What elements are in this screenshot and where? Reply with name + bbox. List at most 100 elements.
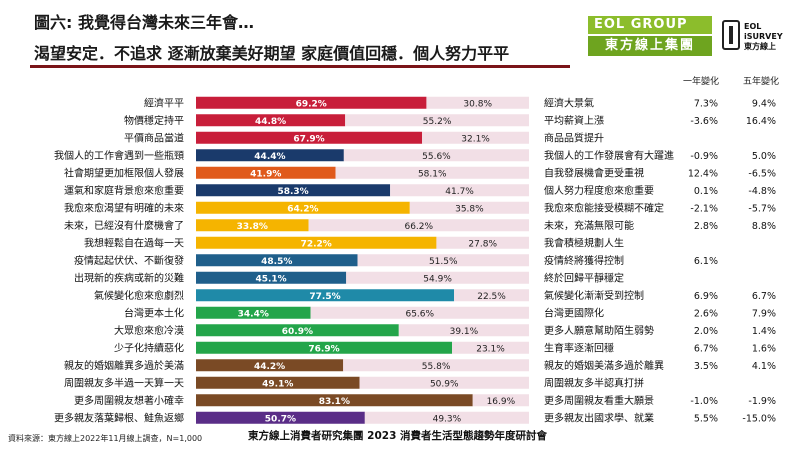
change-1yr-value: 7.3%	[694, 98, 718, 109]
eol-logo-bottom: 東方線上集團	[588, 36, 712, 56]
bar-left-value: 44.4%	[254, 152, 285, 162]
bar-right-segment	[310, 306, 529, 319]
row-right-label: 商品品質提升	[544, 131, 604, 144]
row-left-label: 少子化持續惡化	[114, 341, 184, 354]
header-1yr-change: 一年變化	[683, 77, 720, 87]
change-5yr-value: -4.8%	[748, 186, 776, 197]
bar-left-segment	[196, 131, 423, 144]
change-1yr-value: 2.0%	[694, 326, 718, 337]
bar-right-segment	[454, 289, 529, 302]
change-1yr-value: 5.5%	[694, 413, 718, 424]
change-1yr-value: 6.1%	[694, 256, 718, 267]
header-5yr-change: 五年變化	[743, 77, 780, 87]
page-title: 圖六: 我覺得台灣未來三年會…	[34, 13, 254, 32]
change-5yr-value: -5.7%	[748, 203, 776, 214]
bar-left-segment	[196, 376, 360, 389]
bar-right-value: 35.8%	[455, 204, 484, 214]
bar-right-value: 66.2%	[404, 222, 433, 232]
row-left-label: 疫情起起伏伏、不斷復發	[74, 254, 184, 267]
bar-left-segment	[196, 359, 344, 372]
row-right-label: 我個人的工作發展會有大躍進	[544, 149, 674, 162]
bar-right-value: 55.8%	[422, 362, 451, 372]
change-1yr-value: 6.7%	[694, 343, 718, 354]
change-1yr-value: 0.1%	[694, 186, 718, 197]
row-left-label: 周圍親友多半過一天算一天	[64, 376, 184, 389]
bar-left-segment	[196, 341, 453, 354]
bar-right-value: 41.7%	[445, 187, 474, 197]
bar-right-value: 55.6%	[422, 152, 451, 162]
survey-mark-icon	[722, 20, 740, 50]
bar-left-value: 50.7%	[265, 414, 296, 424]
change-5yr-value: 8.8%	[752, 221, 776, 232]
change-1yr-value: 6.9%	[694, 291, 718, 302]
bar-right-value: 58.1%	[418, 169, 447, 179]
bar-right-segment	[335, 166, 529, 179]
survey-logo-line3: 東方線上	[744, 42, 776, 51]
change-5yr-value: -15.0%	[742, 413, 776, 424]
bar-right-segment	[426, 96, 529, 109]
change-5yr-value: 1.6%	[752, 343, 776, 354]
change-5yr-value: 16.4%	[746, 116, 776, 127]
bar-left-segment	[196, 306, 311, 319]
change-5yr-value: 6.7%	[752, 291, 776, 302]
bar-left-value: 60.9%	[282, 327, 313, 337]
row-right-label: 氣候變化漸漸受到控制	[544, 289, 644, 302]
row-right-label: 經濟大景氣	[544, 96, 594, 109]
bar-left-value: 69.2%	[296, 99, 327, 109]
eol-isurvey-logo: EOL iSURVEY 東方線上	[722, 16, 792, 56]
bar-left-segment	[196, 219, 309, 232]
bar-left-value: 48.5%	[261, 257, 292, 267]
bar-right-segment	[346, 271, 529, 284]
row-right-label: 終於回歸平靜穩定	[544, 271, 624, 284]
row-right-label: 台灣更國際化	[544, 306, 604, 319]
bar-left-value: 83.1%	[319, 397, 350, 407]
bar-right-segment	[359, 376, 529, 389]
row-left-label: 我想輕鬆自在過每一天	[84, 236, 184, 249]
bar-left-value: 58.3%	[277, 187, 308, 197]
bar-left-value: 34.4%	[238, 309, 269, 319]
change-1yr-value: -2.1%	[690, 203, 718, 214]
row-right-label: 更多親友出國求學、就業	[544, 411, 654, 424]
change-5yr-value: 1.4%	[752, 326, 776, 337]
row-right-label: 平均薪資上漲	[544, 115, 604, 127]
bar-left-segment	[196, 324, 399, 337]
page-subtitle: 渴望安定．不追求 逐漸放棄美好期望 家庭價值回穩．個人努力平平	[34, 44, 510, 63]
bar-right-value: 51.5%	[429, 257, 458, 267]
bar-right-value: 54.9%	[423, 274, 452, 284]
row-left-label: 氣候變化愈來愈劇烈	[94, 289, 184, 302]
bar-right-segment	[452, 341, 529, 354]
bar-right-segment	[343, 359, 529, 372]
bar-left-value: 67.9%	[293, 134, 324, 144]
bar-left-value: 49.1%	[262, 379, 293, 389]
bar-right-value: 16.9%	[487, 397, 516, 407]
change-1yr-value: -1.0%	[690, 396, 718, 407]
row-right-label: 更多人願意幫助陌生弱勢	[544, 324, 654, 337]
bar-left-segment	[196, 96, 427, 109]
bar-left-segment	[196, 254, 358, 267]
change-5yr-value: 7.9%	[752, 308, 776, 319]
change-1yr-value: 12.4%	[688, 168, 718, 179]
bar-left-segment	[196, 236, 437, 249]
change-5yr-value: 9.4%	[752, 98, 776, 109]
bar-left-segment	[196, 184, 391, 197]
change-1yr-value: 2.8%	[694, 221, 718, 232]
row-left-label: 我愈來愈渴望有明確的未來	[64, 201, 184, 214]
row-right-label: 我會積極規劃人生	[544, 236, 624, 249]
row-right-label: 親友的婚姻美滿多過於離異	[544, 359, 664, 372]
bar-left-segment	[196, 394, 473, 407]
bar-right-segment	[422, 131, 529, 144]
bar-left-value: 72.2%	[301, 239, 332, 249]
bar-right-segment	[436, 236, 529, 249]
bar-left-segment	[196, 149, 344, 162]
bar-right-segment	[364, 411, 529, 424]
survey-logo-line1: EOL	[744, 22, 762, 31]
row-left-label: 親友的婚姻離異多過於美滿	[64, 359, 184, 372]
title-underline	[30, 65, 570, 68]
bar-right-value: 32.1%	[461, 134, 490, 144]
bar-left-value: 41.9%	[250, 169, 281, 179]
event-footer: 東方線上消費者研究集團 2023 消費者生活型態趨勢年度研討會	[248, 430, 548, 442]
bar-left-value: 64.2%	[287, 204, 318, 214]
row-right-label: 我愈來愈能接受模糊不確定	[544, 201, 664, 214]
bar-right-segment	[398, 324, 529, 337]
